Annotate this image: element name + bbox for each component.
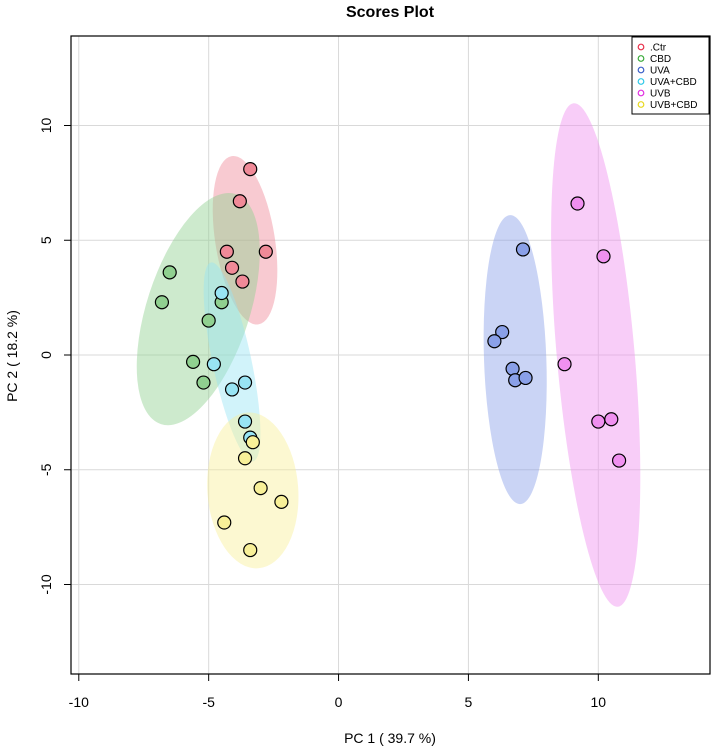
data-point xyxy=(515,242,531,257)
data-point xyxy=(162,265,177,280)
data-point xyxy=(243,162,258,177)
y-tick-label: 10 xyxy=(38,118,54,134)
legend-marker xyxy=(637,78,645,85)
y-axis-label: PC 2 ( 18.2 %) xyxy=(4,310,20,402)
legend-marker xyxy=(637,43,645,51)
legend-entry: UVA xyxy=(650,66,670,77)
legend-marker xyxy=(637,66,645,74)
x-axis-label: PC 1 ( 39.7 %) xyxy=(344,730,436,746)
confidence-ellipse xyxy=(483,215,547,505)
data-point xyxy=(274,494,289,509)
data-point xyxy=(243,542,258,558)
data-point xyxy=(253,481,268,496)
data-point xyxy=(196,375,211,390)
data-point xyxy=(505,361,520,376)
legend-entry: CBD xyxy=(650,54,671,65)
data-point xyxy=(557,357,572,372)
grid-layer xyxy=(71,36,710,674)
legend-box xyxy=(631,36,710,115)
x-tick-label: 10 xyxy=(591,694,607,710)
chart-title: Scores Plot xyxy=(346,4,435,21)
data-point xyxy=(591,414,606,429)
y-tick-label: -10 xyxy=(38,574,54,594)
legend-marker xyxy=(637,89,645,97)
legend-entry: UVA+CBD xyxy=(650,77,697,88)
data-point xyxy=(237,451,253,466)
data-point xyxy=(224,382,240,397)
point-layer xyxy=(154,162,627,558)
confidence-ellipse xyxy=(203,262,261,462)
data-point xyxy=(201,313,216,328)
data-point xyxy=(154,295,170,310)
x-tick-label: 0 xyxy=(335,694,343,710)
data-point xyxy=(570,196,585,211)
data-point xyxy=(611,453,627,468)
data-point xyxy=(185,354,201,369)
data-point xyxy=(495,324,510,340)
data-point xyxy=(604,412,619,427)
data-point xyxy=(518,370,533,386)
confidence-ellipse xyxy=(207,412,299,569)
data-point xyxy=(224,260,240,275)
data-point xyxy=(217,515,232,530)
x-tick-label: 5 xyxy=(465,694,473,710)
legend-entry: UVB+CBD xyxy=(650,100,698,111)
data-point xyxy=(232,194,247,209)
data-point xyxy=(258,244,273,259)
confidence-ellipse xyxy=(551,103,641,607)
legend-marker xyxy=(637,101,645,108)
x-tick-label: -10 xyxy=(69,694,89,710)
confidence-ellipse xyxy=(212,155,278,325)
y-tick-label: -5 xyxy=(38,463,54,476)
y-tick-label: 5 xyxy=(38,236,54,244)
y-tick-label: 0 xyxy=(38,351,54,359)
data-point xyxy=(206,357,221,372)
data-point xyxy=(487,334,502,349)
data-point xyxy=(237,375,253,390)
data-point xyxy=(219,244,234,259)
data-point xyxy=(596,249,611,264)
tick-layer: -10 -5 0 5 10 -10 -5 0 5 10 xyxy=(38,118,606,710)
legend-entry: .Ctr xyxy=(650,43,667,54)
legend-marker xyxy=(637,55,645,62)
data-point xyxy=(235,274,250,289)
data-point xyxy=(237,414,253,429)
legend-entry: UVB xyxy=(650,89,671,100)
x-tick-label: -5 xyxy=(202,694,215,710)
data-point xyxy=(245,435,260,450)
data-point xyxy=(214,285,229,301)
